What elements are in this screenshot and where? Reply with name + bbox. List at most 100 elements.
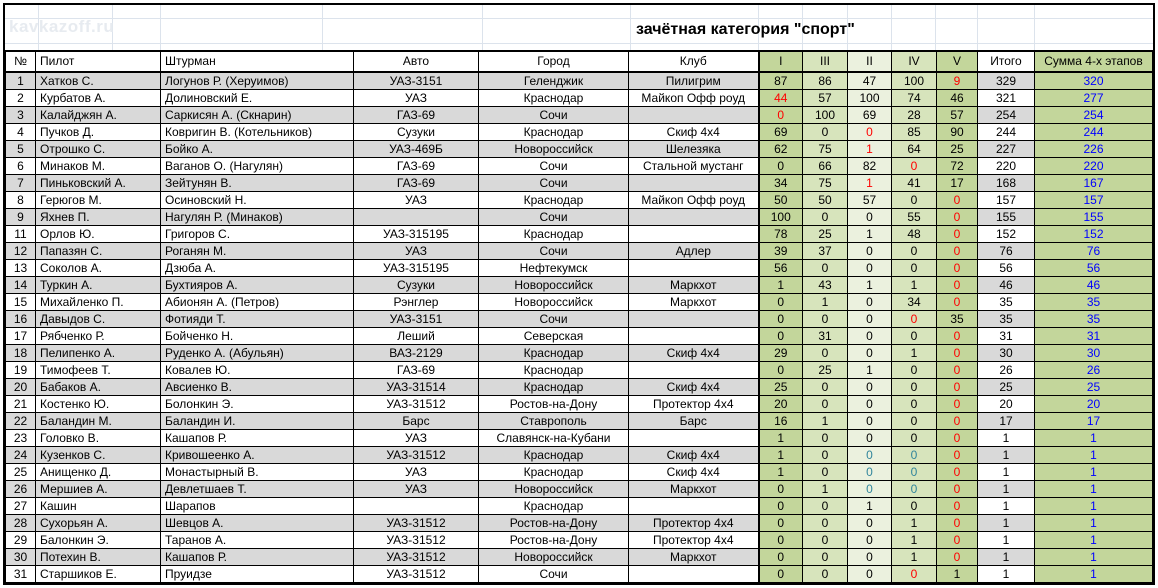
- cell-navigator[interactable]: Баландин И.: [160, 412, 354, 430]
- cell-stage-III[interactable]: 1: [802, 480, 848, 498]
- cell-car[interactable]: Рэнглер: [353, 293, 479, 311]
- cell-stage-IV[interactable]: 0: [891, 378, 937, 396]
- cell-stage-II[interactable]: 57: [847, 191, 892, 209]
- cell-car[interactable]: УАЗ-31512: [353, 548, 479, 566]
- cell-club[interactable]: Майкоп Офф роуд: [628, 191, 759, 209]
- cell-club[interactable]: Адлер: [628, 242, 759, 260]
- cell-num[interactable]: 11: [5, 225, 36, 243]
- cell-club[interactable]: Протектор 4х4: [628, 531, 759, 549]
- cell-num[interactable]: 16: [5, 310, 36, 328]
- cell-stage-I[interactable]: 0: [757, 106, 803, 124]
- column-header-city[interactable]: Город: [478, 50, 629, 73]
- cell-stage-II[interactable]: 0: [847, 429, 892, 447]
- cell-pilot[interactable]: Пучков Д.: [35, 123, 161, 141]
- cell-stage-II[interactable]: 0: [847, 514, 892, 532]
- cell-num[interactable]: 14: [5, 276, 36, 294]
- cell-city[interactable]: Краснодар: [478, 191, 629, 209]
- cell-sum-4-stages[interactable]: 76: [1034, 242, 1153, 260]
- cell-total[interactable]: 46: [977, 276, 1035, 294]
- cell-num[interactable]: 25: [5, 463, 36, 481]
- cell-num[interactable]: 24: [5, 446, 36, 464]
- cell-total[interactable]: 157: [977, 191, 1035, 209]
- cell-pilot[interactable]: Кашин: [35, 497, 161, 515]
- cell-city[interactable]: Новороссийск: [478, 293, 629, 311]
- cell-stage-V[interactable]: 17: [936, 174, 978, 192]
- cell-pilot[interactable]: Михайленко П.: [35, 293, 161, 311]
- cell-total[interactable]: 1: [977, 514, 1035, 532]
- cell-sum-4-stages[interactable]: 226: [1034, 140, 1153, 158]
- cell-stage-III[interactable]: 66: [802, 157, 848, 175]
- cell-pilot[interactable]: Старшиков Е.: [35, 565, 161, 583]
- cell-stage-I[interactable]: 0: [757, 480, 803, 498]
- cell-stage-I[interactable]: 25: [757, 378, 803, 396]
- cell-sum-4-stages[interactable]: 277: [1034, 89, 1153, 107]
- cell-num[interactable]: 19: [5, 361, 36, 379]
- cell-city[interactable]: Краснодар: [478, 446, 629, 464]
- cell-club[interactable]: Скиф 4х4: [628, 463, 759, 481]
- cell-stage-I[interactable]: 39: [757, 242, 803, 260]
- cell-city[interactable]: Геленджик: [478, 71, 629, 90]
- cell-club[interactable]: [628, 497, 759, 515]
- cell-club[interactable]: Скиф 4х4: [628, 446, 759, 464]
- cell-total[interactable]: 1: [977, 531, 1035, 549]
- cell-stage-I[interactable]: 62: [757, 140, 803, 158]
- cell-club[interactable]: Пилигрим: [628, 71, 759, 90]
- cell-num[interactable]: 23: [5, 429, 36, 447]
- cell-pilot[interactable]: Анищенко Д.: [35, 463, 161, 481]
- cell-stage-I[interactable]: 1: [757, 446, 803, 464]
- cell-stage-V[interactable]: 25: [936, 140, 978, 158]
- cell-stage-II[interactable]: 47: [847, 71, 892, 90]
- cell-navigator[interactable]: Авсиенко В.: [160, 378, 354, 396]
- cell-club[interactable]: Барс: [628, 412, 759, 430]
- cell-city[interactable]: Сочи: [478, 106, 629, 124]
- cell-city[interactable]: Сочи: [478, 157, 629, 175]
- cell-stage-V[interactable]: 0: [936, 259, 978, 277]
- cell-stage-V[interactable]: 0: [936, 412, 978, 430]
- cell-sum-4-stages[interactable]: 1: [1034, 429, 1153, 447]
- cell-stage-V[interactable]: 0: [936, 446, 978, 464]
- cell-stage-III[interactable]: 0: [802, 344, 848, 362]
- column-header-car[interactable]: Авто: [353, 50, 479, 73]
- cell-num[interactable]: 13: [5, 259, 36, 277]
- cell-total[interactable]: 155: [977, 208, 1035, 226]
- cell-sum-4-stages[interactable]: 157: [1034, 191, 1153, 209]
- cell-stage-I[interactable]: 1: [757, 276, 803, 294]
- cell-stage-I[interactable]: 20: [757, 395, 803, 413]
- cell-car[interactable]: УАЗ-3151: [353, 310, 479, 328]
- cell-stage-IV[interactable]: 0: [891, 191, 937, 209]
- cell-car[interactable]: УАЗ-31512: [353, 531, 479, 549]
- cell-city[interactable]: Краснодар: [478, 225, 629, 243]
- cell-stage-I[interactable]: 34: [757, 174, 803, 192]
- cell-stage-IV[interactable]: 1: [891, 276, 937, 294]
- cell-num[interactable]: 9: [5, 208, 36, 226]
- cell-total[interactable]: 20: [977, 395, 1035, 413]
- cell-pilot[interactable]: Давыдов С.: [35, 310, 161, 328]
- cell-stage-IV[interactable]: 0: [891, 310, 937, 328]
- cell-stage-I[interactable]: 0: [757, 497, 803, 515]
- cell-stage-V[interactable]: 0: [936, 395, 978, 413]
- cell-total[interactable]: 244: [977, 123, 1035, 141]
- cell-stage-IV[interactable]: 0: [891, 395, 937, 413]
- cell-city[interactable]: Сочи: [478, 310, 629, 328]
- cell-city[interactable]: Ростов-на-Дону: [478, 531, 629, 549]
- cell-stage-I[interactable]: 0: [757, 548, 803, 566]
- cell-stage-IV[interactable]: 0: [891, 157, 937, 175]
- cell-navigator[interactable]: Бойченко Н.: [160, 327, 354, 345]
- cell-pilot[interactable]: Костенко Ю.: [35, 395, 161, 413]
- cell-stage-II[interactable]: 0: [847, 531, 892, 549]
- cell-pilot[interactable]: Сухорьян А.: [35, 514, 161, 532]
- cell-car[interactable]: УАЗ-31512: [353, 395, 479, 413]
- cell-stage-II[interactable]: 0: [847, 548, 892, 566]
- cell-stage-V[interactable]: 0: [936, 242, 978, 260]
- cell-navigator[interactable]: Бухтияров А.: [160, 276, 354, 294]
- cell-city[interactable]: Новороссийск: [478, 548, 629, 566]
- cell-stage-III[interactable]: 0: [802, 548, 848, 566]
- cell-car[interactable]: УАЗ-3151: [353, 71, 479, 90]
- cell-navigator[interactable]: Руденко А. (Абульян): [160, 344, 354, 362]
- cell-navigator[interactable]: Бойко А.: [160, 140, 354, 158]
- cell-pilot[interactable]: Папазян С.: [35, 242, 161, 260]
- cell-num[interactable]: 21: [5, 395, 36, 413]
- cell-total[interactable]: 1: [977, 429, 1035, 447]
- cell-stage-III[interactable]: 0: [802, 429, 848, 447]
- cell-club[interactable]: [628, 174, 759, 192]
